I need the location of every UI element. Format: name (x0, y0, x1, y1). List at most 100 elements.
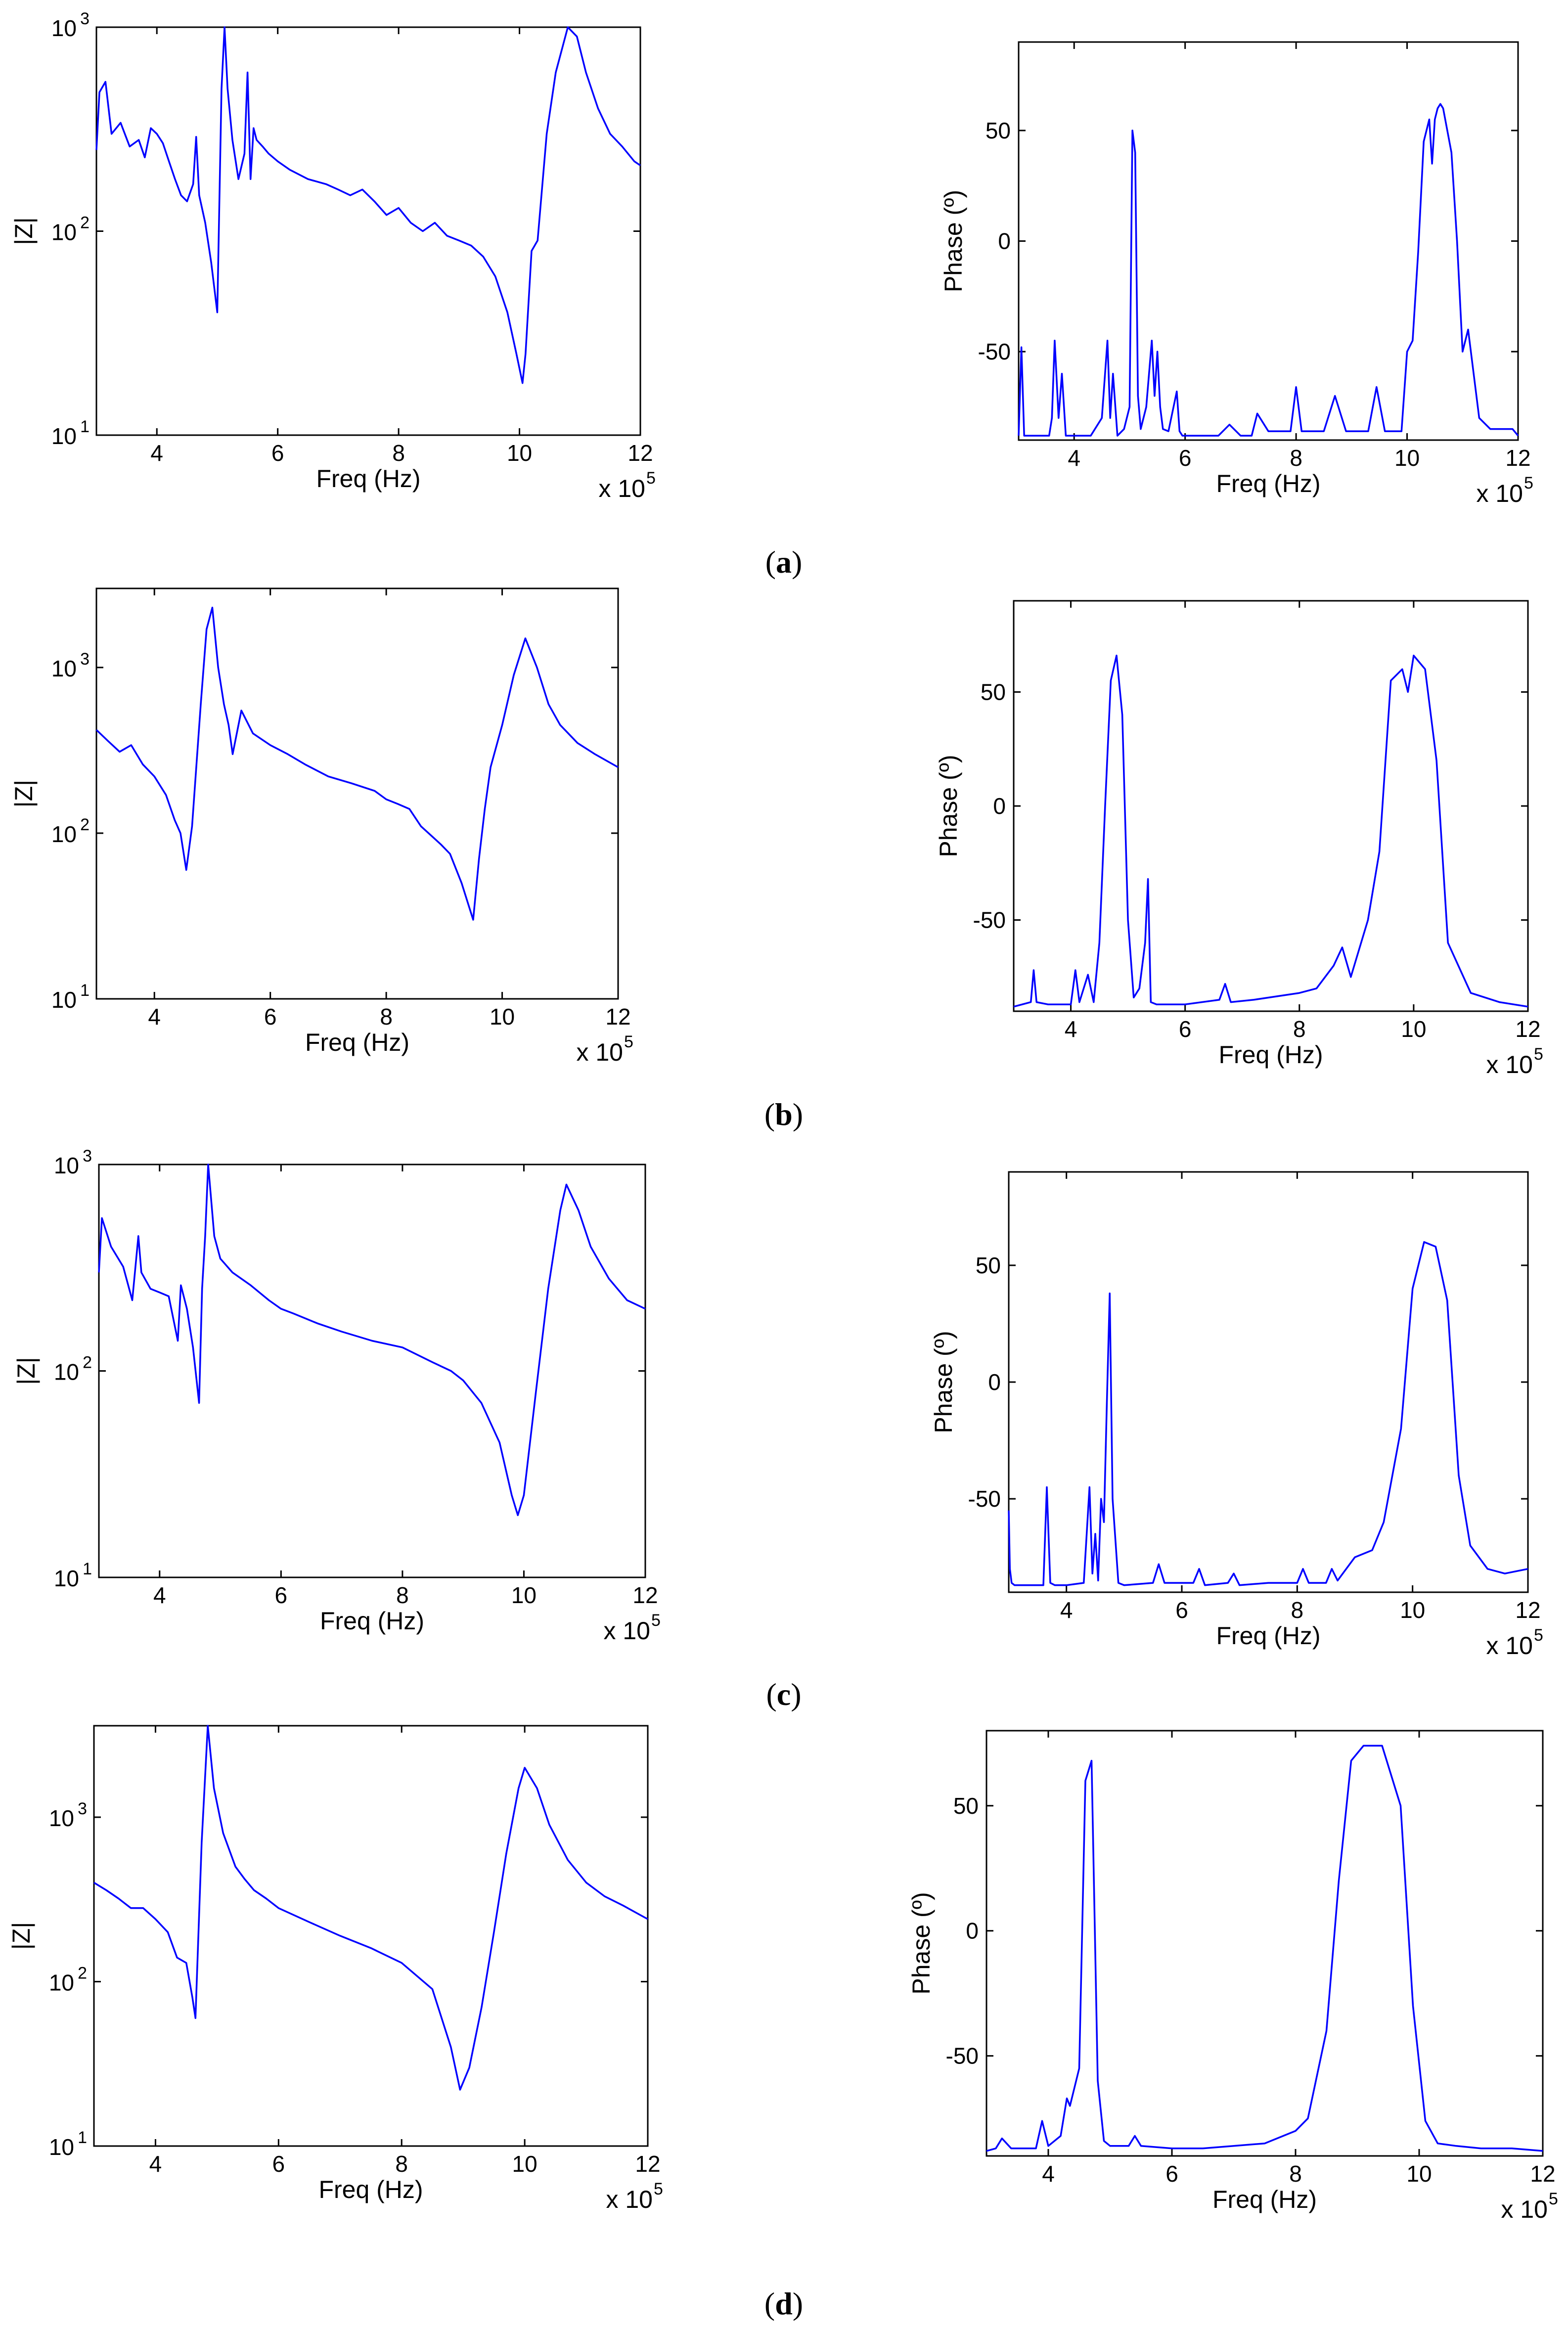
x-axis-label: Freq (Hz) (1212, 2186, 1317, 2213)
x-multiplier-exponent: 5 (651, 1611, 661, 1630)
y-tick-label: 50 (986, 118, 1011, 143)
series-line-d-phase (986, 1745, 1543, 2152)
y-tick-exponent: 3 (83, 1147, 92, 1165)
y-tick-label: 10 (51, 821, 77, 847)
x-tick-label: 6 (264, 1004, 277, 1030)
plot-frame (93, 1725, 649, 2147)
y-tick-label: 50 (976, 1253, 1001, 1278)
y-axis-label: Phase (º) (907, 1892, 935, 1994)
y-tick-label: -50 (968, 1486, 1001, 1512)
y-axis-label: Phase (º) (935, 755, 962, 857)
x-tick-label: 12 (1515, 1016, 1540, 1042)
x-tick-label: 12 (605, 1004, 630, 1030)
y-tick-label: 0 (993, 793, 1006, 819)
x-tick-label: 6 (1175, 1597, 1188, 1623)
caption-a: (a) (765, 544, 803, 580)
x-tick-label: 10 (512, 2151, 538, 2177)
y-tick-label: 10 (51, 423, 77, 449)
y-tick-exponent: 3 (78, 1799, 87, 1818)
x-tick-label: 6 (275, 1582, 288, 1608)
x-tick-label: 8 (1291, 1597, 1304, 1623)
y-axis-label: |Z| (7, 1922, 35, 1950)
x-axis-label: Freq (Hz) (305, 1029, 409, 1056)
x-multiplier-exponent: 5 (1534, 1626, 1543, 1645)
y-tick-exponent: 1 (78, 2128, 87, 2147)
x-axis-label: Freq (Hz) (1218, 1041, 1323, 1069)
x-tick-label: 4 (1068, 445, 1080, 471)
series-line-a-mag (95, 26, 641, 384)
caption-b: (b) (764, 1097, 803, 1132)
x-tick-label: 12 (1505, 445, 1530, 471)
plot-frame (1018, 41, 1519, 441)
y-tick-label: 0 (998, 228, 1011, 254)
x-tick-label: 10 (1406, 2161, 1432, 2187)
y-tick-exponent: 2 (83, 1353, 92, 1372)
x-tick-label: 4 (1065, 1016, 1077, 1042)
series-line-d-mag (93, 1725, 648, 2091)
y-axis-label: Phase (º) (940, 190, 967, 292)
x-tick-label: 8 (396, 1582, 409, 1608)
x-multiplier-exponent: 5 (1534, 1045, 1543, 1064)
y-tick-exponent: 3 (80, 9, 90, 28)
plot-frame (98, 1164, 646, 1578)
y-tick-exponent: 1 (83, 1560, 92, 1578)
x-tick-label: 4 (1042, 2161, 1055, 2187)
y-tick-label: 50 (981, 679, 1006, 705)
series-line-c-mag (98, 1164, 646, 1517)
x-tick-label: 4 (150, 440, 163, 466)
x-multiplier: x 10 (1476, 480, 1523, 507)
x-multiplier: x 10 (598, 475, 645, 502)
y-axis-label: |Z| (12, 1357, 40, 1385)
y-tick-label: 10 (51, 220, 77, 245)
y-tick-exponent: 1 (80, 417, 90, 436)
y-axis-label: |Z| (10, 217, 38, 245)
x-tick-label: 4 (153, 1582, 166, 1608)
x-multiplier: x 10 (606, 2186, 653, 2213)
y-tick-label: -50 (978, 339, 1011, 364)
x-axis-label: Freq (Hz) (1216, 1622, 1320, 1650)
x-multiplier-exponent: 5 (1549, 2190, 1558, 2208)
x-tick-label: 8 (395, 2151, 408, 2177)
x-tick-label: 10 (511, 1582, 537, 1608)
x-tick-label: 4 (1060, 1597, 1073, 1623)
x-axis-label: Freq (Hz) (316, 465, 420, 493)
y-tick-label: 10 (49, 1970, 74, 1995)
y-tick-label: 10 (54, 1566, 79, 1591)
series-line-c-phase (1008, 1241, 1528, 1586)
x-tick-label: 10 (507, 440, 532, 466)
y-tick-label: 0 (988, 1369, 1001, 1395)
x-tick-label: 8 (1289, 2161, 1302, 2187)
y-tick-label: 10 (54, 1359, 79, 1385)
captions-layer: (a) (b) (c) (d) (764, 544, 803, 2321)
series-line-b-phase (1013, 654, 1528, 1008)
x-tick-label: 6 (1179, 1016, 1192, 1042)
series-line-a-phase (1018, 103, 1519, 437)
y-tick-label: -50 (946, 2043, 979, 2069)
x-multiplier-exponent: 5 (624, 1032, 633, 1051)
x-tick-label: 8 (1293, 1016, 1306, 1042)
x-tick-label: 12 (1530, 2161, 1555, 2187)
x-multiplier-exponent: 5 (1524, 474, 1533, 493)
y-tick-label: 0 (966, 1918, 979, 1944)
x-tick-label: 6 (272, 2151, 285, 2177)
x-tick-label: 8 (1290, 445, 1302, 471)
y-tick-exponent: 2 (78, 1964, 87, 1982)
x-tick-label: 12 (635, 2151, 660, 2177)
y-tick-label: 10 (49, 2134, 74, 2160)
chart-c-phase: 4 6 8 10 12 50 0 -50 Freq (Hz) Phase (º) x 10 5 (930, 1171, 1543, 1659)
x-tick-label: 4 (149, 2151, 162, 2177)
x-multiplier: x 10 (1501, 2195, 1548, 2223)
x-tick-label: 6 (1165, 2161, 1178, 2187)
y-tick-label: 10 (51, 987, 77, 1013)
x-tick-label: 8 (380, 1004, 393, 1030)
y-tick-label: 10 (49, 1805, 74, 1831)
chart-d-phase: 4 6 8 10 12 50 0 -50 Freq (Hz) Phase (º) x 10 5 (907, 1730, 1558, 2223)
plot-frame (986, 1730, 1544, 2157)
x-multiplier: x 10 (1486, 1051, 1533, 1078)
